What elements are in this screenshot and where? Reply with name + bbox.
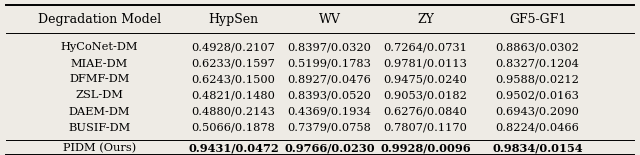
Text: 0.4880/0.2143: 0.4880/0.2143 — [191, 107, 276, 117]
Text: WV: WV — [319, 13, 340, 26]
Text: 0.8224/0.0466: 0.8224/0.0466 — [495, 123, 580, 133]
Text: MIAE-DM: MIAE-DM — [70, 59, 128, 69]
Text: 0.7807/0.1170: 0.7807/0.1170 — [383, 123, 468, 133]
Text: ZSL-DM: ZSL-DM — [76, 90, 123, 100]
Text: 0.9475/0.0240: 0.9475/0.0240 — [383, 74, 468, 84]
Text: ZY: ZY — [417, 13, 434, 26]
Text: 0.8397/0.0320: 0.8397/0.0320 — [287, 42, 372, 52]
Text: 0.6276/0.0840: 0.6276/0.0840 — [383, 107, 468, 117]
Text: BUSIF-DM: BUSIF-DM — [68, 123, 131, 133]
Text: GF5-GF1: GF5-GF1 — [509, 13, 566, 26]
Text: 0.6243/0.1500: 0.6243/0.1500 — [191, 74, 276, 84]
Text: PIDM (Ours): PIDM (Ours) — [63, 143, 136, 154]
Text: 0.6943/0.2090: 0.6943/0.2090 — [495, 107, 580, 117]
Text: 0.8327/0.1204: 0.8327/0.1204 — [495, 59, 580, 69]
Text: 0.5199/0.1783: 0.5199/0.1783 — [287, 59, 372, 69]
Text: DFMF-DM: DFMF-DM — [69, 74, 129, 84]
Text: 0.9766/0.0230: 0.9766/0.0230 — [284, 143, 375, 154]
Text: HypSen: HypSen — [209, 13, 259, 26]
Text: Degradation Model: Degradation Model — [38, 13, 161, 26]
Text: 0.9781/0.0113: 0.9781/0.0113 — [383, 59, 468, 69]
Text: 0.8863/0.0302: 0.8863/0.0302 — [495, 42, 580, 52]
Text: 0.9928/0.0096: 0.9928/0.0096 — [380, 143, 471, 154]
Text: 0.7379/0.0758: 0.7379/0.0758 — [287, 123, 372, 133]
Text: DAEM-DM: DAEM-DM — [68, 107, 130, 117]
Text: 0.9053/0.0182: 0.9053/0.0182 — [383, 90, 468, 100]
Text: 0.7264/0.0731: 0.7264/0.0731 — [383, 42, 468, 52]
Text: 0.8393/0.0520: 0.8393/0.0520 — [287, 90, 372, 100]
Text: 0.9502/0.0163: 0.9502/0.0163 — [495, 90, 580, 100]
Text: 0.5066/0.1878: 0.5066/0.1878 — [191, 123, 276, 133]
Text: 0.9431/0.0472: 0.9431/0.0472 — [188, 143, 279, 154]
Text: 0.9588/0.0212: 0.9588/0.0212 — [495, 74, 580, 84]
Text: 0.8927/0.0476: 0.8927/0.0476 — [287, 74, 372, 84]
Text: 0.4821/0.1480: 0.4821/0.1480 — [191, 90, 276, 100]
Text: HyCoNet-DM: HyCoNet-DM — [60, 42, 138, 52]
Text: 0.4369/0.1934: 0.4369/0.1934 — [287, 107, 372, 117]
Text: 0.6233/0.1597: 0.6233/0.1597 — [191, 59, 276, 69]
Text: 0.9834/0.0154: 0.9834/0.0154 — [492, 143, 583, 154]
Text: 0.4928/0.2107: 0.4928/0.2107 — [191, 42, 276, 52]
